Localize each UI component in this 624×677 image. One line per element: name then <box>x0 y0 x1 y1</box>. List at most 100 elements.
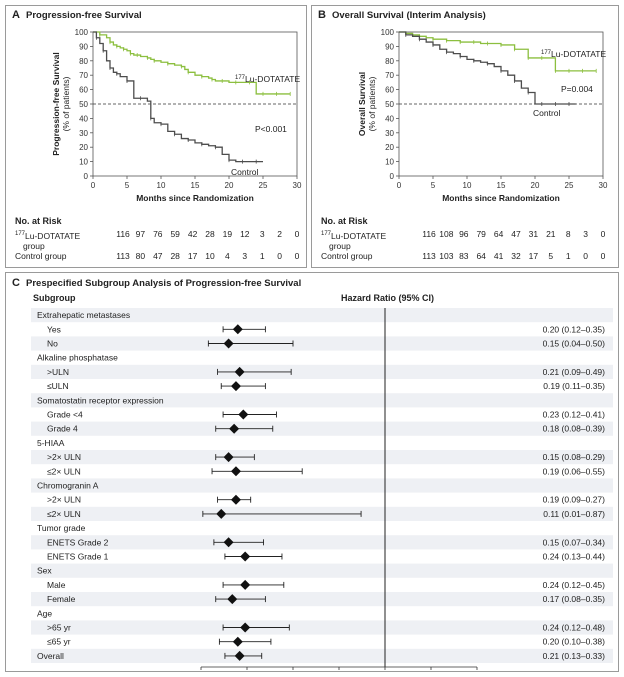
os-risk-count: 103 <box>439 251 454 261</box>
os-ytick-label: 100 <box>381 28 395 37</box>
os-risk-count: 32 <box>511 251 521 261</box>
os-risk-count: 8 <box>565 229 571 239</box>
forest-subgroup-label: >65 yr <box>47 623 71 633</box>
pfs-ytick-label: 70 <box>79 71 88 80</box>
pfs-xtick-label: 15 <box>191 181 200 190</box>
os-ytick-label: 40 <box>385 114 394 123</box>
pfs-xtick-label: 0 <box>91 181 96 190</box>
pfs-risk-count: 10 <box>205 251 215 261</box>
pfs-risk-count: 47 <box>153 251 163 261</box>
pfs-xtick-label: 25 <box>259 181 268 190</box>
pfs-risk-count: 116 <box>116 229 130 239</box>
pfs-risk-count: 42 <box>187 229 198 239</box>
pfs-ylabel-line2: (% of patients) <box>61 76 71 131</box>
forest-hr-text: 0.11 (0.01–0.87) <box>543 509 605 519</box>
os-risk-count: 41 <box>493 251 504 261</box>
km-chart-os: 0 10 20 30 40 50 60 70 80 90 100 0 5 10 15 20 25 30 Months… <box>357 28 608 203</box>
os-ytick-label: 10 <box>385 158 394 167</box>
forest-hr-diamond <box>227 594 238 605</box>
pfs-risk-count: 19 <box>222 229 233 239</box>
os-series-control <box>399 31 576 105</box>
os-risk-count: 79 <box>476 229 486 239</box>
os-ytick-label: 0 <box>390 172 395 181</box>
forest-hr-diamond <box>232 324 243 335</box>
os-risk-count: 47 <box>511 229 521 239</box>
os-risk-label-main: Lu-DOTATATE <box>331 230 387 241</box>
pfs-ytick-label: 50 <box>79 100 88 109</box>
os-risk-count: 3 <box>583 229 588 239</box>
forest-hr-diamond <box>223 537 234 548</box>
forest-subgroup-label: ≤2× ULN <box>47 466 81 476</box>
forest-subgroup-label: ≤65 yr <box>47 637 71 647</box>
os-risk-count: 64 <box>476 251 486 261</box>
forest-row-band <box>31 563 613 578</box>
forest-group-label: Age <box>37 608 52 618</box>
os-ytick-label: 90 <box>385 42 394 51</box>
forest-hr-text: 0.19 (0.06–0.55) <box>543 466 606 476</box>
forest-subgroup-label: >2× ULN <box>47 495 81 505</box>
os-ylabel-line2: (% of patients) <box>367 76 377 131</box>
forest-subgroup-label: ≤2× ULN <box>47 509 81 519</box>
pfs-label-lu: 177Lu-DOTATATE <box>235 74 300 84</box>
forest-hr-diamond <box>230 381 241 392</box>
forest-col-hr: Hazard Ratio (95% CI) <box>341 293 434 303</box>
forest-group-label: Alkaline phosphatase <box>37 353 118 363</box>
forest-group-label: Tumor grade <box>37 523 86 533</box>
os-risk-count: 83 <box>459 251 469 261</box>
forest-row-band <box>31 592 613 607</box>
os-risk-count: 31 <box>528 229 539 239</box>
forest-subgroup-label: Grade <4 <box>47 410 83 420</box>
os-pvalue: P=0.004 <box>561 84 593 94</box>
forest-hr-diamond <box>240 622 251 633</box>
os-risk-title: No. at Risk <box>321 216 368 226</box>
forest-hr-diamond <box>240 551 251 562</box>
forest-subgroup-label: Grade 4 <box>47 424 78 434</box>
forest-row-band <box>31 478 613 493</box>
pfs-xtick-label: 10 <box>157 181 166 190</box>
km-chart-pfs: 0 10 20 30 40 50 60 70 80 90 100 0 5 10 15 20 25 30 Months… <box>51 28 302 203</box>
pfs-ytick-label: 100 <box>75 28 89 37</box>
forest-hr-diamond <box>229 423 240 434</box>
os-label-lu-sup: 177 <box>541 50 552 56</box>
pfs-ytick-label: 10 <box>79 158 88 167</box>
forest-row-band <box>31 535 613 550</box>
forest-hr-text: 0.23 (0.12–0.41) <box>543 410 606 420</box>
panel-a-title: Progression-free Survival <box>26 10 142 21</box>
forest-row-band <box>31 450 613 465</box>
os-risk-count: 0 <box>600 251 606 261</box>
os-label-lu: 177Lu-DOTATATE <box>541 49 606 59</box>
os-label-lu-main: Lu-DOTATATE <box>551 49 606 59</box>
forest-group-label: 5-HIAA <box>37 438 65 448</box>
forest-subgroup-label: >ULN <box>47 367 69 377</box>
pfs-risk-label-main: Control group <box>15 251 67 261</box>
forest-subgroup-label: ENETS Grade 2 <box>47 537 109 547</box>
panel-b-frame <box>311 5 619 268</box>
pfs-risk-count: 0 <box>294 251 300 261</box>
forest-hr-text: 0.20 (0.10–0.38) <box>543 637 606 647</box>
os-label-control: Control <box>533 108 561 118</box>
os-risk-group-label: 177Lu-DOTATATE group <box>321 229 386 251</box>
forest-col-subgroup: Subgroup <box>33 293 76 303</box>
pfs-ytick-label: 0 <box>84 172 89 181</box>
forest-group-label: Sex <box>37 566 52 576</box>
os-xtick-label: 30 <box>599 181 608 190</box>
forest-group-label: Extrahepatic metastases <box>37 310 130 320</box>
forest-hr-diamond <box>240 579 251 590</box>
pfs-ytick-label: 20 <box>79 143 88 152</box>
forest-hr-text: 0.19 (0.09–0.27) <box>543 495 606 505</box>
panel-a-letter: A <box>12 9 20 21</box>
pfs-risk-count: 2 <box>277 229 282 239</box>
forest-hr-text: 0.21 (0.09–0.49) <box>543 367 606 377</box>
forest-subgroup-label: Male <box>47 580 66 590</box>
os-ytick-label: 30 <box>385 129 394 138</box>
os-risk-count: 0 <box>600 229 606 239</box>
pfs-risk-count: 76 <box>153 229 163 239</box>
pfs-risk-count: 28 <box>170 251 180 261</box>
forest-subgroup-label: >2× ULN <box>47 452 81 462</box>
forest-subgroup-label: Yes <box>47 324 61 334</box>
forest-hr-text: 0.15 (0.08–0.29) <box>543 452 606 462</box>
os-risk-group-label: Control group <box>321 251 373 261</box>
pfs-risk-count: 97 <box>135 229 146 239</box>
pfs-ytick-label: 30 <box>79 129 88 138</box>
os-risk-label-sup: 177 <box>321 231 332 237</box>
